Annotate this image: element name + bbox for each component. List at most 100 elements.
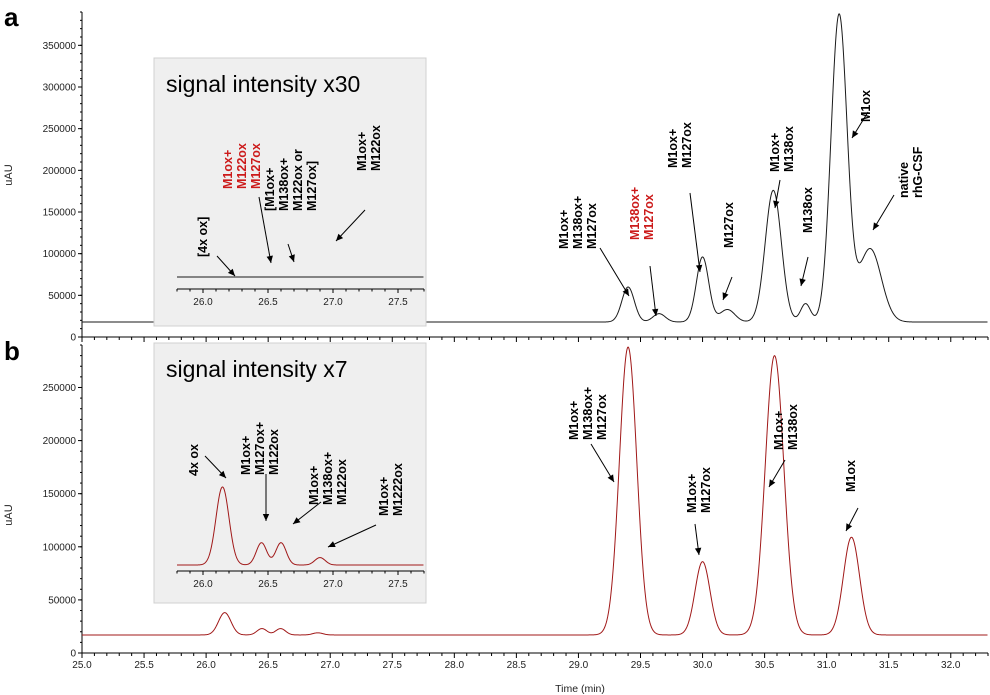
- panel-b-ytick-label: 150000: [43, 489, 77, 500]
- panel-a-peak-2-arrow-line: [649, 265, 657, 317]
- panel-a-peak-8-label-line: native: [897, 162, 911, 198]
- panel-a-inset-peak-4-label-line: M122ox: [369, 125, 383, 171]
- panel-a-inset-peak-4-arrow-line: [335, 209, 366, 242]
- panel-a-peak-3-arrow-line: [689, 192, 701, 273]
- panel-a-peak-3-label: M1ox+ M127ox: [666, 122, 694, 168]
- panel-b-xtick-label: 28.0: [445, 660, 465, 671]
- panel-a-inset-xtick-label: 26.0: [193, 297, 213, 308]
- panel-b-inset-peak-4-label-line: M1ox+: [377, 477, 391, 516]
- panel-b-peak-3-label: M1ox+ M138ox: [772, 404, 800, 450]
- panel-a-inset-xtick-label: 26.5: [258, 297, 278, 308]
- panel-b-inset-peak-4-label-line: M1222ox: [391, 463, 405, 516]
- panel-a-peak-7-arrow-head: [852, 130, 859, 138]
- panel-b-xtick-label: 29.0: [569, 660, 589, 671]
- panel-b-inset-peak-3-label: M1ox+ M138ox+ M122ox: [307, 452, 349, 505]
- panel-a-peak-5-label-line: M1ox+: [768, 133, 782, 172]
- panel-a-peak-7-label: M1ox: [859, 90, 873, 122]
- panel-a-peak-2-label-line: M138ox+: [628, 187, 642, 240]
- panel-a-peak-6-arrow-head: [799, 278, 806, 286]
- panel-b-xtick-label: 30.0: [693, 660, 713, 671]
- panel-a-peak-4-label: M127ox: [722, 202, 736, 248]
- panel-b-xtick-label: 26.5: [258, 660, 278, 671]
- panel-a-peak-2-label: M138ox+ M127ox: [628, 187, 656, 240]
- panel-b-inset-peak-2-label-line: M127ox+: [253, 422, 267, 475]
- panel-a-ytick-label: 50000: [48, 291, 76, 302]
- panel-a-inset-peak-2-label-line: M122ox: [235, 143, 249, 189]
- panel-b-inset-xtick-label: 27.5: [388, 579, 408, 590]
- panel-a-ytick-label: 100000: [43, 249, 77, 260]
- panel-b-peak-1-label-line: M1ox+: [567, 401, 581, 440]
- panel-a-ytick-label: 150000: [43, 208, 77, 219]
- panel-b-xtick-label: 27.0: [320, 660, 340, 671]
- panel-a-peak-7-label-line: M1ox: [859, 90, 873, 122]
- panel-a-ytick-label: 250000: [43, 124, 77, 135]
- panel-a-inset: signal intensity x30 26.0 26.5 27.0 27.5: [153, 57, 427, 327]
- panel-b-peak-4-label-line: M1ox: [844, 460, 858, 492]
- panel-a-peak-1-label-line: M127ox: [585, 203, 599, 249]
- panel-b-inset: signal intensity x7 26.0 26.5 27.0 27.5: [153, 342, 427, 604]
- panel-b-inset-peak-1-label-line: 4x ox: [187, 444, 201, 476]
- panel-a-peak-4-label-line: M127ox: [722, 202, 736, 248]
- panel-b-inset-peak-4-arrow-head: [328, 541, 336, 547]
- panel-b-peak-1-label: M1ox+ M138ox+ M127ox: [567, 387, 609, 440]
- panel-b-inset-peak-2-arrow-head: [262, 514, 270, 521]
- panel-a-peak-4-arrow-head: [722, 292, 729, 300]
- panel-b-inset-peak-3-arrow-head: [293, 517, 301, 524]
- panel-a-peak-5-label: M1ox+ M138ox: [768, 126, 796, 172]
- panel-a-inset-background: [153, 57, 427, 327]
- panel-a-inset-axis: 26.0 26.5 27.0 27.5: [176, 288, 425, 308]
- panel-b-ytick-label: 100000: [43, 542, 77, 553]
- panel-b-xtick-label: 32.0: [941, 660, 961, 671]
- panel-b-inset-peak-1-arrow-head: [218, 470, 226, 478]
- panel-b-xtick-label: 25.0: [72, 660, 92, 671]
- panel-b-peak-2-arrow-head: [694, 547, 702, 555]
- panel-a-inset-title: signal intensity x30: [166, 71, 360, 97]
- panel-b-xtick-label: 25.5: [134, 660, 154, 671]
- panel-a-inset-peak-2-label-line: M1ox+: [221, 150, 235, 189]
- panel-b-peak-3-label-line: M1ox+: [772, 411, 786, 450]
- panel-b-xlabel: Time (min): [555, 683, 605, 695]
- panel-a-axes: 0 50000 100000 150000 200000 250000 300000 3500…: [43, 11, 989, 344]
- panel-a-inset-peak-3-arrow-head: [288, 254, 295, 262]
- panel-a-inset-peak-4-label: M1ox+ M122ox: [355, 125, 383, 171]
- panel-b-peak-2-label: M1ox+ M127ox: [685, 467, 713, 513]
- panel-b-inset-peak-2-label: M1ox+ M127ox+ M122ox: [239, 422, 281, 475]
- panel-b-inset-peak-3-label-line: M138ox+: [321, 452, 335, 505]
- panel-a-inset-peak-4-arrow-head: [336, 233, 344, 241]
- panel-a-inset-peak-4-label-line: M1ox+: [355, 132, 369, 171]
- panel-a-peak-5-label-line: M138ox: [782, 126, 796, 172]
- panel-a-inset-peak-1-label-line: [4x ox]: [196, 217, 210, 257]
- panel-b-xtick-label: 27.5: [383, 660, 403, 671]
- panel-a-peak-5-arrow-head: [773, 200, 780, 208]
- panel-a-peak-3-label-line: M127ox: [680, 122, 694, 168]
- panel-a-peak-8-label-line: rhG-CSF: [911, 146, 925, 198]
- panel-a-inset-xtick-label: 27.0: [323, 297, 343, 308]
- panel-b-trace: [82, 346, 988, 636]
- panel-a-inset-peak-2-label-line: M127ox: [249, 143, 263, 189]
- panel-letter-b: b: [4, 336, 20, 366]
- panel-a-peak-6-label: M138ox: [801, 187, 815, 233]
- panel-b-inset-axis: 26.0 26.5 27.0 27.5: [176, 570, 425, 590]
- panel-b-peak-1-label-line: M138ox+: [581, 387, 595, 440]
- panel-a-inset-peak-2-arrow-line: [258, 196, 272, 264]
- panel-a-inset-xtick-label: 27.5: [388, 297, 408, 308]
- panel-b-xtick-label: 26.0: [196, 660, 216, 671]
- panel-letter-a: a: [4, 2, 19, 32]
- panel-a-peak-1-arrow-head: [622, 288, 629, 296]
- panel-a-peak-3-arrow-head: [695, 264, 703, 272]
- panel-a-peak-2-arrow-head: [652, 308, 659, 316]
- panel-a-peak-6-label-line: M138ox: [801, 187, 815, 233]
- panel-b-axes: 0 50000 100000 150000 200000 250000 25.0 25.5 26…: [43, 344, 989, 671]
- panel-b-inset-peak-3-label-line: M122ox: [335, 459, 349, 505]
- panel-b-inset-title: signal intensity x7: [166, 356, 348, 382]
- panel-b-ylabel: uAU: [3, 504, 15, 525]
- panel-b-xtick-label: 29.5: [631, 660, 651, 671]
- panel-b-ytick-label: 200000: [43, 436, 77, 447]
- panel-a-peak-1-arrow-line: [599, 247, 630, 297]
- panel-a-inset-peak-3-label-line: M122ox or: [291, 149, 305, 211]
- panel-b-inset-peak-3-label-line: M1ox+: [307, 466, 321, 505]
- panel-b-inset-xtick-label: 26.0: [193, 579, 213, 590]
- panel-b-peak-4-label: M1ox: [844, 460, 858, 492]
- panel-a-ytick-label: 0: [70, 333, 76, 344]
